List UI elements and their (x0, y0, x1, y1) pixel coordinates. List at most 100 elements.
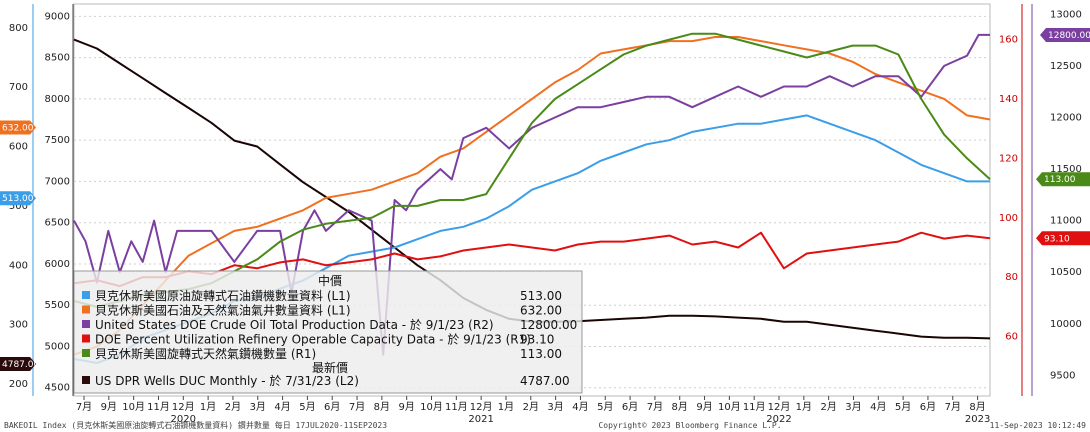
tick-label-l1: 6500 (45, 218, 70, 229)
legend-swatch-0 (82, 291, 90, 299)
tick-label-l2: 800 (9, 23, 28, 34)
tick-label-x: 12月 (768, 401, 791, 413)
tick-label-l1: 6000 (45, 259, 70, 270)
legend-box: 中價 最新價 貝克休斯美國原油旋轉式石油鑽機數量資料 (L1) 513.00 貝克休… (73, 270, 583, 394)
year-label: 2020 (171, 414, 196, 425)
tick-label-l1: 7000 (45, 176, 70, 187)
tick-label-r2: 12500 (1050, 61, 1082, 72)
value-tag-4: 113.00 (1044, 175, 1076, 185)
legend-value-5: 4787.00 (520, 374, 570, 388)
tick-label-x: 1月 (200, 401, 216, 413)
legend-value-3: 93.10 (520, 333, 554, 347)
tick-label-x: 6月 (920, 401, 936, 413)
legend-value-2: 12800.00 (520, 318, 577, 332)
tick-label-r1: 160 (999, 35, 1018, 46)
year-label: 2022 (766, 414, 791, 425)
legend-label-2: United States DOE Crude Oil Total Produc… (95, 317, 494, 332)
tick-label-r2: 11000 (1050, 216, 1082, 227)
footer-right: 11-Sep-2023 10:12:49 (990, 421, 1087, 430)
tick-label-x: 10月 (420, 401, 443, 413)
tick-label-l1: 5500 (45, 300, 70, 311)
tick-label-l2: 600 (9, 142, 28, 153)
tick-label-x: 3月 (845, 401, 861, 413)
tick-label-x: 8月 (672, 401, 688, 413)
tick-label-r2: 10500 (1050, 267, 1082, 278)
series-line-4 (73, 231, 991, 288)
tick-label-l1: 8500 (45, 53, 70, 64)
tick-label-l1: 5000 (45, 341, 70, 352)
legend-swatch-4 (82, 349, 90, 357)
tick-label-x: 10月 (718, 401, 741, 413)
legend-label-0: 貝克休斯美國原油旋轉式石油鑽機數量資料 (L1) (95, 288, 351, 303)
tick-label-x: 7月 (647, 401, 663, 413)
tick-label-x: 4月 (274, 401, 290, 413)
footer-center: Copyright© 2023 Bloomberg Finance L.P. (598, 421, 781, 430)
tick-label-l2: 400 (9, 260, 28, 271)
legend-value-4: 113.00 (520, 347, 562, 361)
tick-label-r2: 9500 (1050, 370, 1075, 381)
tick-label-r2: 11500 (1050, 164, 1082, 175)
tick-label-x: 10月 (122, 401, 145, 413)
tick-label-r2: 13000 (1050, 9, 1082, 20)
tick-label-l1: 4500 (45, 383, 70, 394)
tick-label-x: 1月 (498, 401, 514, 413)
tick-label-x: 6月 (622, 401, 638, 413)
value-tag-bg-4 (1036, 172, 1090, 187)
value-tag-3: 12800.00 (1048, 31, 1090, 41)
series-line-2 (73, 36, 991, 356)
year-label: 2023 (965, 414, 990, 425)
tick-label-x: 9月 (696, 401, 712, 413)
tick-label-x: 4月 (870, 401, 886, 413)
legend-swatch-5 (82, 376, 90, 384)
tick-label-x: 8月 (969, 401, 985, 413)
footer-left: BAKEOIL Index (貝克休斯美國原油旋轉式石油鑽機數量資料) 鑽井數量… (4, 420, 387, 430)
year-label: 2021 (468, 414, 493, 425)
tick-label-x: 9月 (398, 401, 414, 413)
legend-value-1: 632.00 (520, 304, 562, 318)
tick-label-l2: 300 (9, 320, 28, 331)
legend-label-5: US DPR Wells DUC Monthly - 於 7/31/23 (L2… (95, 373, 359, 388)
tick-label-x: 11月 (147, 401, 170, 413)
tick-label-x: 12月 (172, 401, 195, 413)
tick-label-r1: 140 (999, 94, 1018, 105)
legend-swatch-2 (82, 320, 90, 328)
legend-value-0: 513.00 (520, 289, 562, 303)
tick-label-x: 3月 (250, 401, 266, 413)
legend-header-current: 中價 (318, 273, 342, 288)
tick-label-x: 7月 (349, 401, 365, 413)
legend-label-1: 貝克休斯美國石油及天然氣油氣井數量資料 (L1) (95, 303, 351, 318)
tick-label-l2: 500 (9, 201, 28, 212)
tick-label-x: 11月 (743, 401, 766, 413)
value-tag-5: 93.10 (1044, 234, 1070, 244)
tick-label-l1: 8000 (45, 94, 70, 105)
legend-label-3: DOE Percent Utilization Refinery Operabl… (95, 332, 531, 347)
grid-lines (73, 3, 991, 397)
tick-label-x: 6月 (324, 401, 340, 413)
tick-label-x: 5月 (895, 401, 911, 413)
value-tag-bg-1 (0, 191, 36, 206)
tick-label-l2: 200 (9, 379, 28, 390)
tick-label-r1: 120 (999, 153, 1018, 164)
tick-label-l1: 9000 (45, 11, 70, 22)
series-line-3 (73, 33, 990, 356)
tick-label-x: 2月 (820, 401, 836, 413)
tick-label-x: 2月 (523, 401, 539, 413)
tick-label-r1: 80 (1005, 272, 1018, 283)
footer: BAKEOIL Index (貝克休斯美國原油旋轉式石油鑽機數量資料) 鑽井數量… (4, 420, 1086, 430)
legend-background (73, 270, 583, 394)
legend-swatch-3 (82, 334, 90, 343)
value-tag-1: 513.00 (2, 194, 34, 204)
value-tag-0: 632.00 (2, 124, 34, 134)
plot-frame (73, 3, 991, 397)
tick-label-x: 7月 (76, 401, 92, 413)
value-tag-bg-5 (1036, 231, 1090, 246)
value-tag-2: 4787.00 (2, 360, 39, 370)
tick-label-x: 5月 (597, 401, 613, 413)
tick-label-x: 11月 (445, 401, 468, 413)
value-tag-bg-0 (0, 120, 36, 135)
tick-label-x: 9月 (101, 401, 117, 413)
legend-header-latest: 最新價 (312, 360, 348, 375)
tick-label-r2: 12000 (1050, 112, 1082, 123)
